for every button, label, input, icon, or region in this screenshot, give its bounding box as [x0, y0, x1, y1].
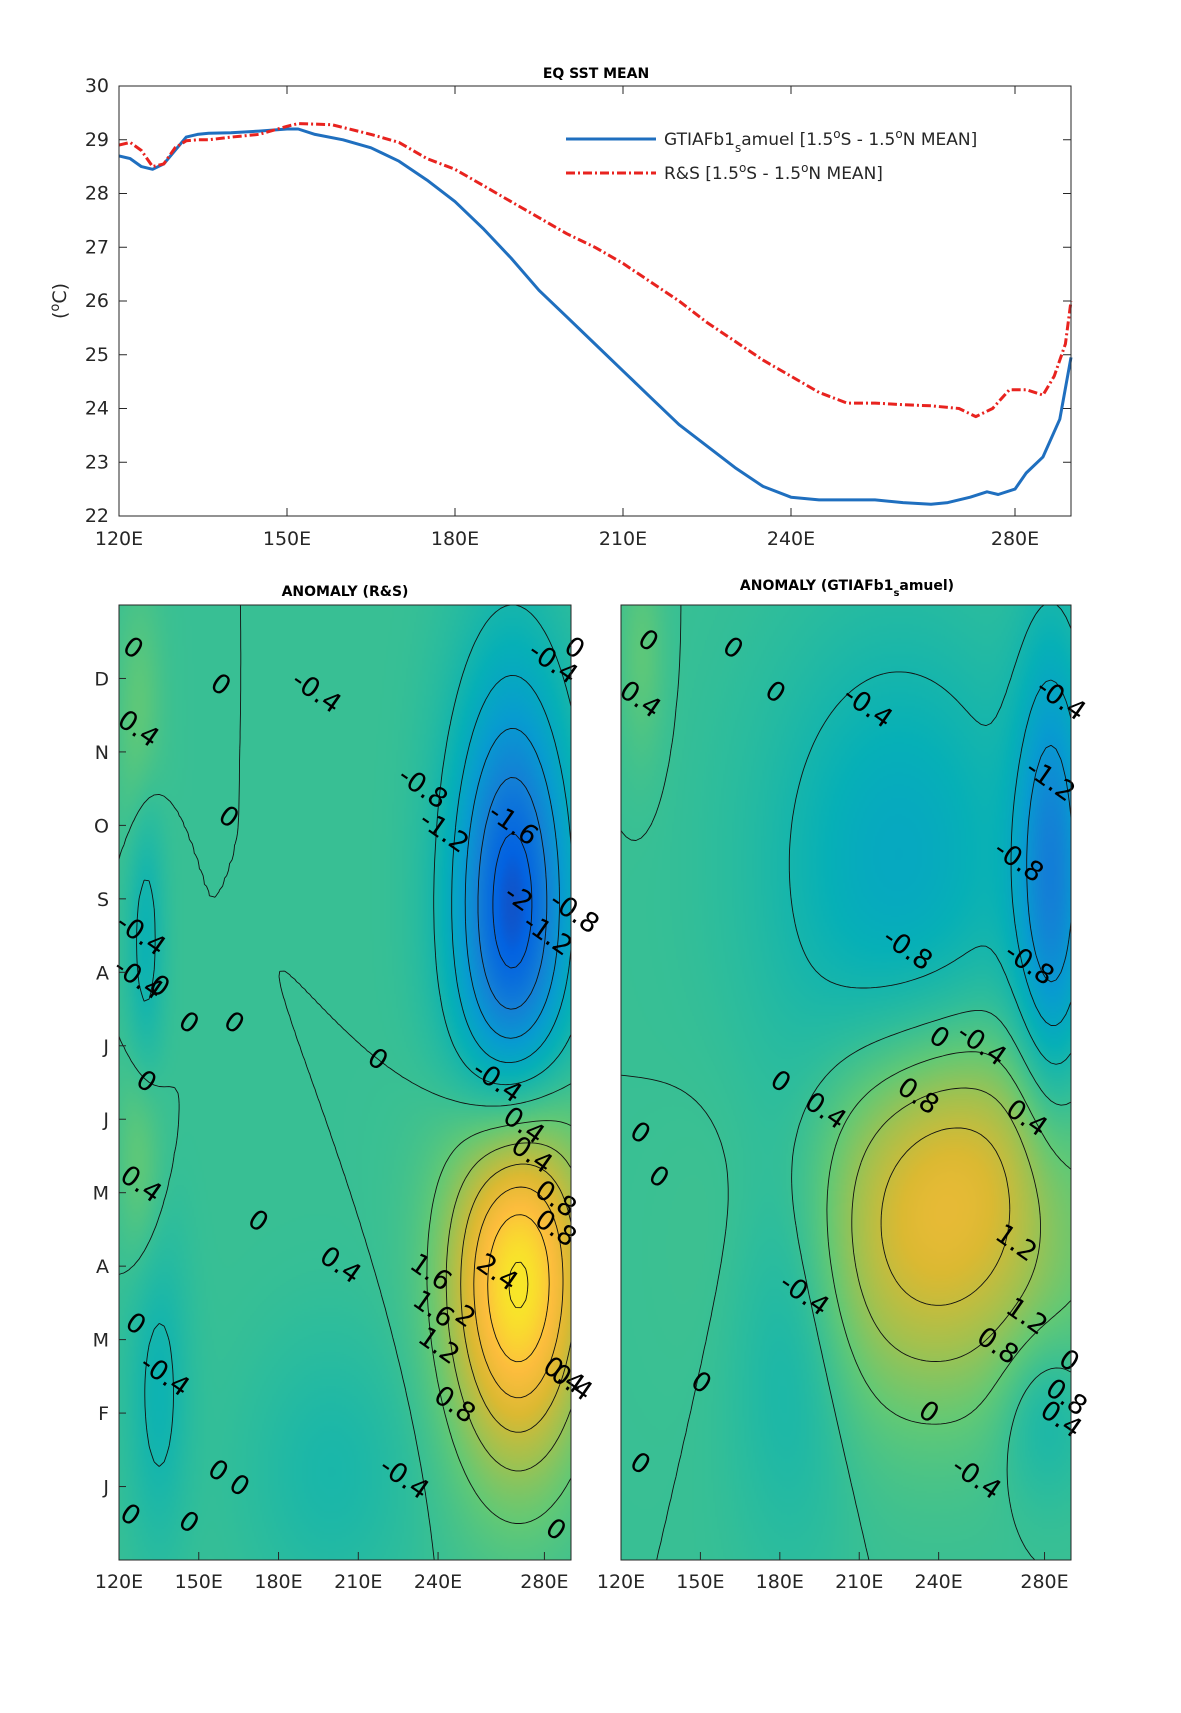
anomaly-rs-chart: ANOMALY (R&S) 00.40 -0.4-0.40-0.8-1.2 -1.6… — [93, 584, 605, 1593]
contour-line — [788, 604, 1072, 1065]
y-tick-label: 30 — [85, 75, 109, 97]
x-tick-label: 210E — [599, 528, 647, 550]
contour-line — [508, 1261, 529, 1309]
month-tick-label: O — [94, 815, 109, 837]
x-tick-label: 150E — [175, 1571, 223, 1593]
x-tick-label: 180E — [431, 528, 479, 550]
series-line-gtiafb1 — [118, 127, 1073, 506]
anomaly-gtiafb1-x-ticks: 120E 150E 180E 210E 240E 280E — [597, 1552, 1069, 1593]
anomaly-rs-contours — [118, 604, 572, 1561]
contour-line — [1026, 744, 1072, 983]
anomaly-rs-title: ANOMALY (R&S) — [282, 584, 409, 600]
x-tick-label: 180E — [756, 1571, 804, 1593]
x-tick-label: 150E — [676, 1571, 724, 1593]
anomaly-gtiafb1-frame — [620, 604, 1072, 1561]
anomaly-rs-x-ticks: 120E 150E 180E 210E 240E 280E — [95, 1552, 569, 1593]
x-tick-label: 120E — [597, 1571, 645, 1593]
x-tick-label: 180E — [254, 1571, 302, 1593]
y-tick-label: 22 — [85, 505, 109, 527]
x-tick-label: 210E — [835, 1571, 883, 1593]
anomaly-gtiafb1-chart: ANOMALY (GTIAFb1samuel) 0 00.4 0 -0.4 -0.4-1… — [597, 578, 1093, 1593]
anomaly-gtiafb1-colorfield — [621, 605, 1071, 1560]
month-tick-label: J — [102, 1109, 109, 1131]
sst-y-ticks: 22 23 24 25 26 27 28 29 30 — [85, 75, 1071, 527]
y-tick-label: 25 — [85, 344, 109, 366]
contour-line — [826, 1051, 1072, 1425]
sst-x-ticks: 120E 150E 180E 210E 240E 280E — [95, 86, 1039, 550]
contour-line — [487, 1214, 550, 1363]
month-tick-label: A — [96, 962, 109, 984]
x-tick-label: 280E — [520, 1571, 568, 1593]
month-tick-label: M — [93, 1330, 109, 1352]
contour-line — [851, 1087, 1041, 1362]
contour-line — [464, 727, 560, 1039]
sst-plot-area — [119, 86, 1071, 516]
anomaly-gtiafb1-contours — [620, 604, 1072, 1561]
contour-line — [620, 605, 1072, 1561]
y-tick-label: 29 — [85, 129, 109, 151]
x-tick-label: 280E — [991, 528, 1039, 550]
y-tick-label: 28 — [85, 183, 109, 205]
x-tick-label: 280E — [1020, 1571, 1068, 1593]
series-line-rs — [118, 122, 1073, 419]
contour-line — [451, 674, 572, 1064]
contour-line — [880, 1127, 1011, 1306]
y-tick-label: 24 — [85, 398, 109, 420]
legend-label-rs: R&S [1.5oS - 1.5oN MEAN] — [664, 161, 883, 184]
contour-line — [1010, 679, 1072, 1026]
x-tick-label: 240E — [915, 1571, 963, 1593]
contour-line — [426, 1120, 572, 1524]
x-tick-label: 240E — [414, 1571, 462, 1593]
anomaly-rs-month-ticks: J F M A M J J A S O N D — [93, 668, 126, 1499]
month-tick-label: J — [102, 1477, 109, 1499]
month-tick-label: A — [96, 1256, 109, 1278]
month-tick-label: S — [97, 889, 109, 911]
anomaly-gtiafb1-title: ANOMALY (GTIAFb1samuel) — [740, 578, 954, 599]
sst-chart-title: EQ SST MEAN — [543, 66, 649, 82]
anomaly-rs-colorfield — [119, 605, 571, 1560]
month-tick-label: N — [95, 742, 109, 764]
y-tick-label: 26 — [85, 290, 109, 312]
month-tick-label: D — [94, 668, 109, 690]
sst-legend: GTIAFb1samuel [1.5oS - 1.5oN MEAN] R&S [… — [566, 127, 977, 184]
contour-line — [118, 604, 572, 1561]
month-tick-label: F — [98, 1403, 109, 1425]
contour-line — [492, 833, 533, 969]
sst-series-lines — [118, 122, 1073, 506]
anomaly-rs-frame — [118, 604, 572, 1561]
contour-line — [460, 1163, 572, 1433]
month-tick-label: J — [102, 1036, 109, 1058]
y-tick-label: 27 — [85, 236, 109, 258]
contour-line — [477, 777, 548, 1010]
contour-line — [473, 1186, 564, 1399]
y-tick-label: 23 — [85, 451, 109, 473]
x-tick-label: 150E — [263, 528, 311, 550]
x-tick-label: 240E — [767, 528, 815, 550]
month-tick-label: M — [93, 1183, 109, 1205]
contour-line — [136, 604, 572, 1467]
sst-y-axis-label: (oC) — [48, 283, 71, 319]
x-tick-label: 120E — [95, 528, 143, 550]
legend-label-gtiafb1: GTIAFb1samuel [1.5oS - 1.5oN MEAN] — [664, 127, 977, 155]
x-tick-label: 210E — [334, 1571, 382, 1593]
x-tick-label: 120E — [95, 1571, 143, 1593]
